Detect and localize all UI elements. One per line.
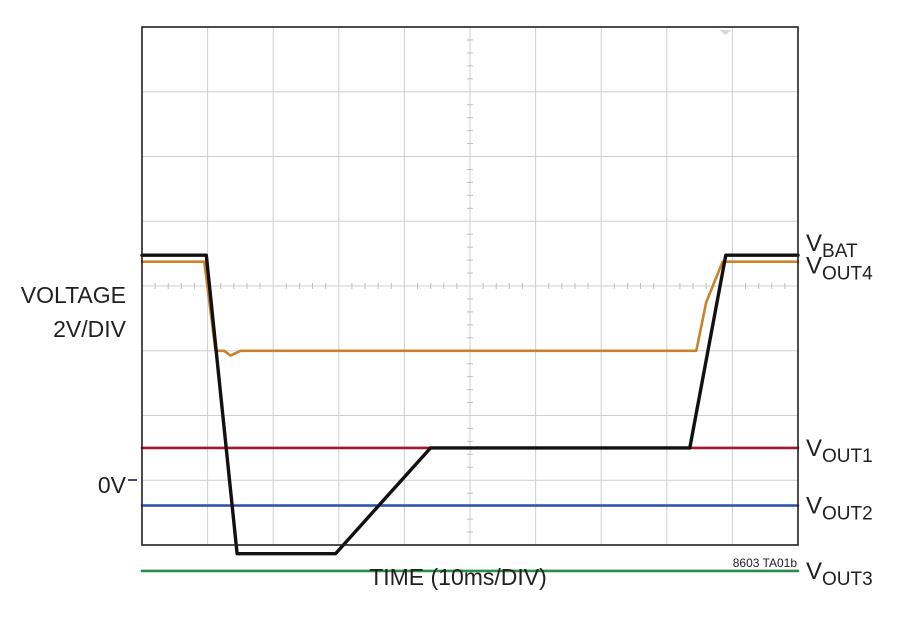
figure-id-label: 8603 TA01b: [733, 556, 798, 570]
chart-traces: [140, 253, 800, 573]
plot-frame: [141, 26, 799, 546]
y-axis-label-scale: 2V/DIV: [53, 316, 127, 342]
chart-grid: [142, 27, 798, 545]
series-label-out2: VOUT2: [806, 493, 873, 525]
series-label-out4: VOUT4: [806, 253, 873, 285]
series-label-out1: VOUT1: [806, 435, 873, 467]
trace-bat: [140, 253, 800, 556]
series-label-out3: VOUT3: [806, 558, 873, 590]
y-axis-label-voltage: VOLTAGE: [21, 282, 126, 308]
series-label-bat: VBAT: [806, 230, 858, 262]
zero-volt-marker: [128, 479, 137, 481]
trigger-marker: [719, 30, 732, 35]
zero-volt-label: 0V: [98, 472, 127, 498]
x-axis-label: TIME (10ms/DIV): [369, 564, 547, 590]
